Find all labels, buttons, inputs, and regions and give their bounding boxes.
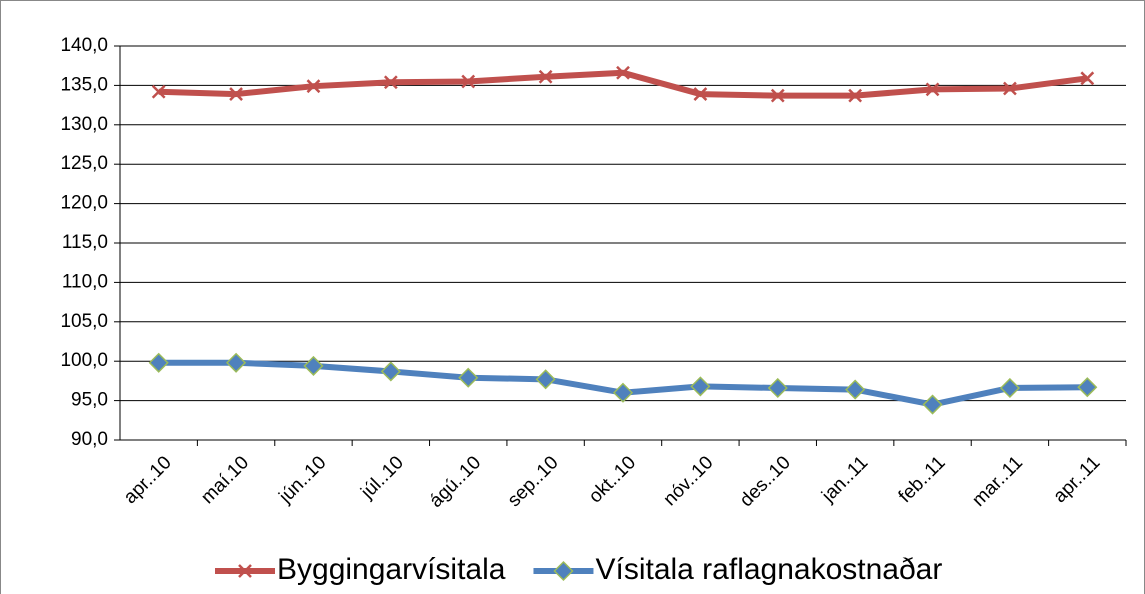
marker (306, 79, 321, 94)
marker-x (848, 88, 863, 103)
marker-diamond (612, 382, 634, 403)
marker-diamond (535, 369, 556, 390)
y-tick-label: 130,0 (60, 114, 108, 135)
marker-diamond (553, 560, 574, 582)
marker-x (1080, 71, 1095, 86)
y-tick-label: 90,0 (71, 429, 108, 450)
marker-x (229, 87, 243, 101)
y-tick-label: 115,0 (62, 232, 108, 253)
marker-diamond (845, 379, 866, 400)
y-tick-label: 100,0 (60, 350, 108, 371)
marker-diamond (767, 377, 788, 399)
marker-x (538, 69, 553, 84)
legend: Byggingarvísitala Vísitala raflagnakostna… (215, 553, 942, 586)
marker (693, 87, 708, 101)
marker (538, 69, 553, 84)
marker-x (306, 79, 321, 94)
marker-diamond (148, 352, 169, 373)
legend-label: Byggingarvísitala (277, 553, 506, 586)
marker-x (238, 564, 252, 578)
marker-x (151, 84, 166, 99)
marker-diamond (458, 367, 479, 388)
y-tick-label: 120,0 (60, 193, 108, 214)
y-tick-label: 140,0 (60, 35, 108, 56)
marker (1080, 71, 1095, 86)
y-tick-label: 135,0 (60, 74, 108, 95)
y-tick-label: 95,0 (71, 390, 108, 411)
marker-diamond (226, 352, 247, 373)
marker (238, 564, 252, 578)
marker-diamond (922, 394, 943, 415)
marker (229, 87, 243, 101)
marker-diamond (380, 361, 401, 382)
marker (848, 88, 863, 103)
marker-diamond (303, 355, 324, 376)
marker-x (693, 87, 708, 101)
marker-x (770, 88, 785, 103)
marker (616, 65, 630, 80)
marker (383, 75, 398, 90)
marker-x (461, 74, 476, 89)
marker-diamond (999, 377, 1020, 399)
y-tick-label: 110,0 (62, 271, 108, 292)
marker-x (616, 65, 630, 80)
marker-diamond (690, 376, 711, 397)
marker (925, 82, 940, 97)
marker-x (925, 82, 940, 97)
marker-diamond (1077, 377, 1098, 398)
marker (151, 84, 166, 99)
marker-x (383, 75, 398, 90)
y-tick-label: 125,0 (60, 153, 108, 174)
marker (461, 74, 476, 89)
y-tick-label: 105,0 (60, 311, 108, 332)
legend-label: Vísitala raflagnakostnaðar (595, 553, 942, 586)
marker (770, 88, 785, 103)
marker-x (1003, 81, 1017, 96)
marker (1003, 81, 1017, 96)
